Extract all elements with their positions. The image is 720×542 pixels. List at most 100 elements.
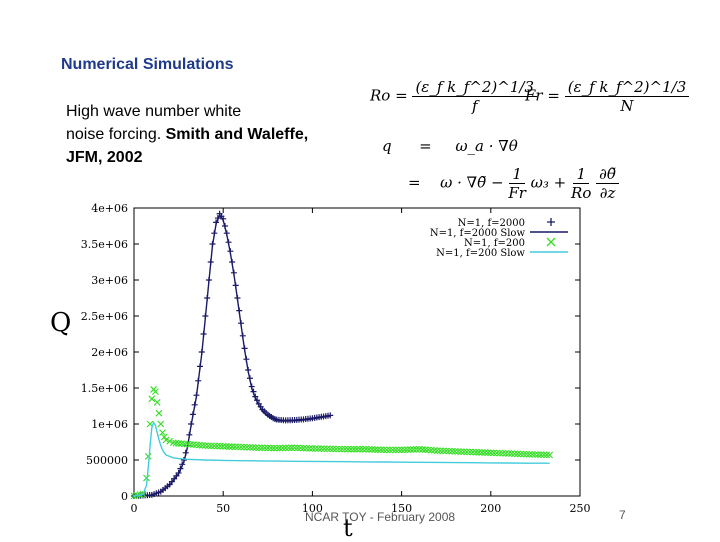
series-3-point <box>445 447 453 455</box>
series-3-point <box>451 447 459 455</box>
q2-frac2-den: Ro <box>571 184 592 202</box>
series-3-point <box>531 451 539 458</box>
series-3-point <box>401 446 408 454</box>
q-equation: q = ω_a · ∇θ <box>382 137 518 155</box>
series-3-point <box>386 446 394 454</box>
series-3-point <box>392 446 400 454</box>
fr-equation: Fr = (ε_f k_f^2)^1/3 N <box>525 78 690 115</box>
body-line-2: noise forcing. <box>66 126 162 143</box>
series-3-point <box>159 429 166 437</box>
q2-frac2: 1 Ro <box>571 165 591 202</box>
series-3-point <box>490 449 498 457</box>
series-3-point <box>153 399 161 406</box>
series-3-point <box>309 445 316 452</box>
series-3-point <box>204 442 212 450</box>
series-3-point <box>193 441 200 449</box>
series-3-point <box>457 448 465 455</box>
legend-swatch-plus <box>547 218 555 226</box>
y-tick-label: 4e+06 <box>91 202 128 215</box>
series-3-point <box>285 444 293 452</box>
legend-swatch-x <box>546 237 556 247</box>
series-3-point <box>537 451 545 459</box>
series-3-point <box>466 448 474 456</box>
series-3-point <box>478 449 486 456</box>
series-3-point <box>404 446 411 454</box>
slide-footer: NCAR TOY - February 2008 <box>305 510 456 524</box>
y-tick-label: 500000 <box>86 454 128 467</box>
series-3-point <box>323 445 331 453</box>
series-3-point <box>152 388 159 395</box>
series-3-point <box>475 448 483 456</box>
series-3-point <box>166 437 174 445</box>
series-3-point <box>463 448 471 456</box>
series-3-point <box>225 443 233 450</box>
q-eq-sign: = <box>419 137 432 155</box>
series-3-point <box>496 449 504 457</box>
series-3-point <box>413 445 420 453</box>
series-3-point <box>347 445 355 453</box>
series-4-line <box>133 421 550 497</box>
series-3-point <box>267 444 275 452</box>
series-3-point <box>231 443 239 451</box>
ro-equation: Ro = (ε_f k_f^2)^1/3 f <box>370 78 537 115</box>
y-axis-label: Q <box>50 308 72 338</box>
series-3-point <box>528 451 536 458</box>
fr-denominator: N <box>620 97 634 115</box>
series-3-point <box>511 450 518 458</box>
series-3-point <box>424 446 432 454</box>
series-3-point <box>288 444 295 452</box>
series-3-point <box>442 447 450 455</box>
series-2-line <box>133 213 331 497</box>
series-3-point <box>543 451 551 459</box>
series-3-point <box>181 440 188 448</box>
series-3-point <box>169 439 177 447</box>
q2-mid: ω₃ + <box>530 173 567 192</box>
series-3-point <box>306 444 313 452</box>
q2-frac1: 1 Fr <box>508 165 526 202</box>
series-3-point <box>534 451 542 458</box>
series-3-point <box>419 446 426 453</box>
series-3-point <box>502 450 510 457</box>
series-3-point <box>198 441 206 449</box>
x-tick-label: 0 <box>131 502 138 515</box>
y-tick-label: 0 <box>121 490 128 503</box>
q2-eq-sign: = <box>408 173 421 192</box>
q2-equation: = ω · ∇θ̃ − 1 Fr ω₃ + 1 Ro ∂θ̃ ∂z <box>408 165 619 202</box>
series-3-point <box>279 444 287 452</box>
series-3-point <box>144 453 152 460</box>
x-tick-label: 100 <box>302 502 323 515</box>
series-3-point <box>487 449 495 457</box>
series-3-point <box>162 436 170 444</box>
series-3-point <box>356 445 364 453</box>
series-3-point <box>207 442 215 450</box>
series-3-point <box>368 446 376 453</box>
series-3-point <box>525 450 533 458</box>
fr-lhs: Fr = <box>525 86 560 105</box>
series-3-point <box>335 445 343 453</box>
q2-frac1-den: Fr <box>508 184 526 202</box>
series-3-point <box>228 443 236 451</box>
series-3-point <box>282 444 290 452</box>
body-citation: Smith and Waleffe, JFM, 2002 <box>66 126 309 166</box>
series-3-point <box>410 446 417 453</box>
q-rhs: ω_a · ∇θ <box>455 137 518 155</box>
series-3-point <box>303 444 310 452</box>
series-3-point <box>237 443 245 451</box>
y-tick-label: 3.5e+06 <box>81 238 128 251</box>
series-3-point <box>389 446 397 454</box>
series-3-point <box>234 443 242 451</box>
legend-label: N=1, f=2000 Slow <box>430 228 526 239</box>
series-3-point <box>219 442 227 450</box>
series-3-point <box>172 439 180 447</box>
series-3-point <box>520 450 527 458</box>
series-3-point <box>505 450 513 457</box>
series-3-point <box>276 444 284 452</box>
series-3-point <box>517 450 524 458</box>
series-3-point <box>430 447 438 454</box>
series-3-point <box>436 447 444 455</box>
series-3-point <box>190 441 197 449</box>
series-3-point <box>270 444 278 452</box>
q2-rhs-a: ω · ∇θ̃ − <box>440 173 504 192</box>
series-3-point <box>371 446 379 453</box>
series-3-point <box>329 445 337 453</box>
